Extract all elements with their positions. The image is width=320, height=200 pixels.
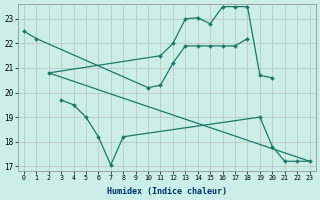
X-axis label: Humidex (Indice chaleur): Humidex (Indice chaleur) [107, 187, 227, 196]
